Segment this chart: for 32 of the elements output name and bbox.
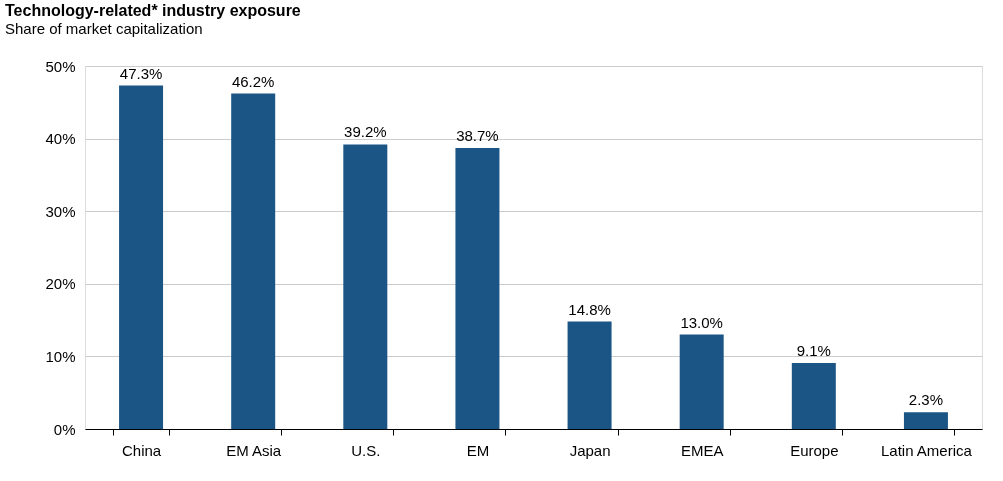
x-tick-label: EMEA [680,441,724,459]
x-tick-label: Latin America [880,441,973,459]
y-tick-label: 40% [45,130,76,148]
data-label: 14.8% [568,300,611,318]
x-tick-label: EM [466,441,490,459]
data-label: 46.2% [231,72,275,90]
x-tick-label: Europe [790,441,839,459]
bar [567,321,612,429]
y-tick-label: 0% [53,420,76,438]
bar [343,144,388,429]
x-tick-label: U.S. [351,441,381,459]
data-label: 2.3% [908,391,944,409]
data-label: 13.0% [680,313,723,331]
y-tick-label: 50% [45,57,76,75]
data-label: 9.1% [796,341,831,359]
x-tick-label: EM Asia [226,441,282,459]
bar [791,362,836,429]
x-tick-label: China [121,441,162,459]
y-tick-label: 30% [45,202,76,220]
x-tick-label: Japan [569,441,611,459]
bar [119,85,164,429]
data-label: 38.7% [456,127,499,145]
y-tick-label: 20% [45,275,76,293]
y-tick-label: 10% [45,347,76,365]
bar [679,334,724,429]
data-label: 47.3% [119,64,163,82]
bar [455,148,500,429]
chart-subtitle: Share of market capitalization [5,20,203,37]
bar [903,412,948,429]
data-label: 39.2% [344,123,387,141]
bar [231,93,276,429]
chart-title: Technology-related* industry exposure [5,2,301,19]
